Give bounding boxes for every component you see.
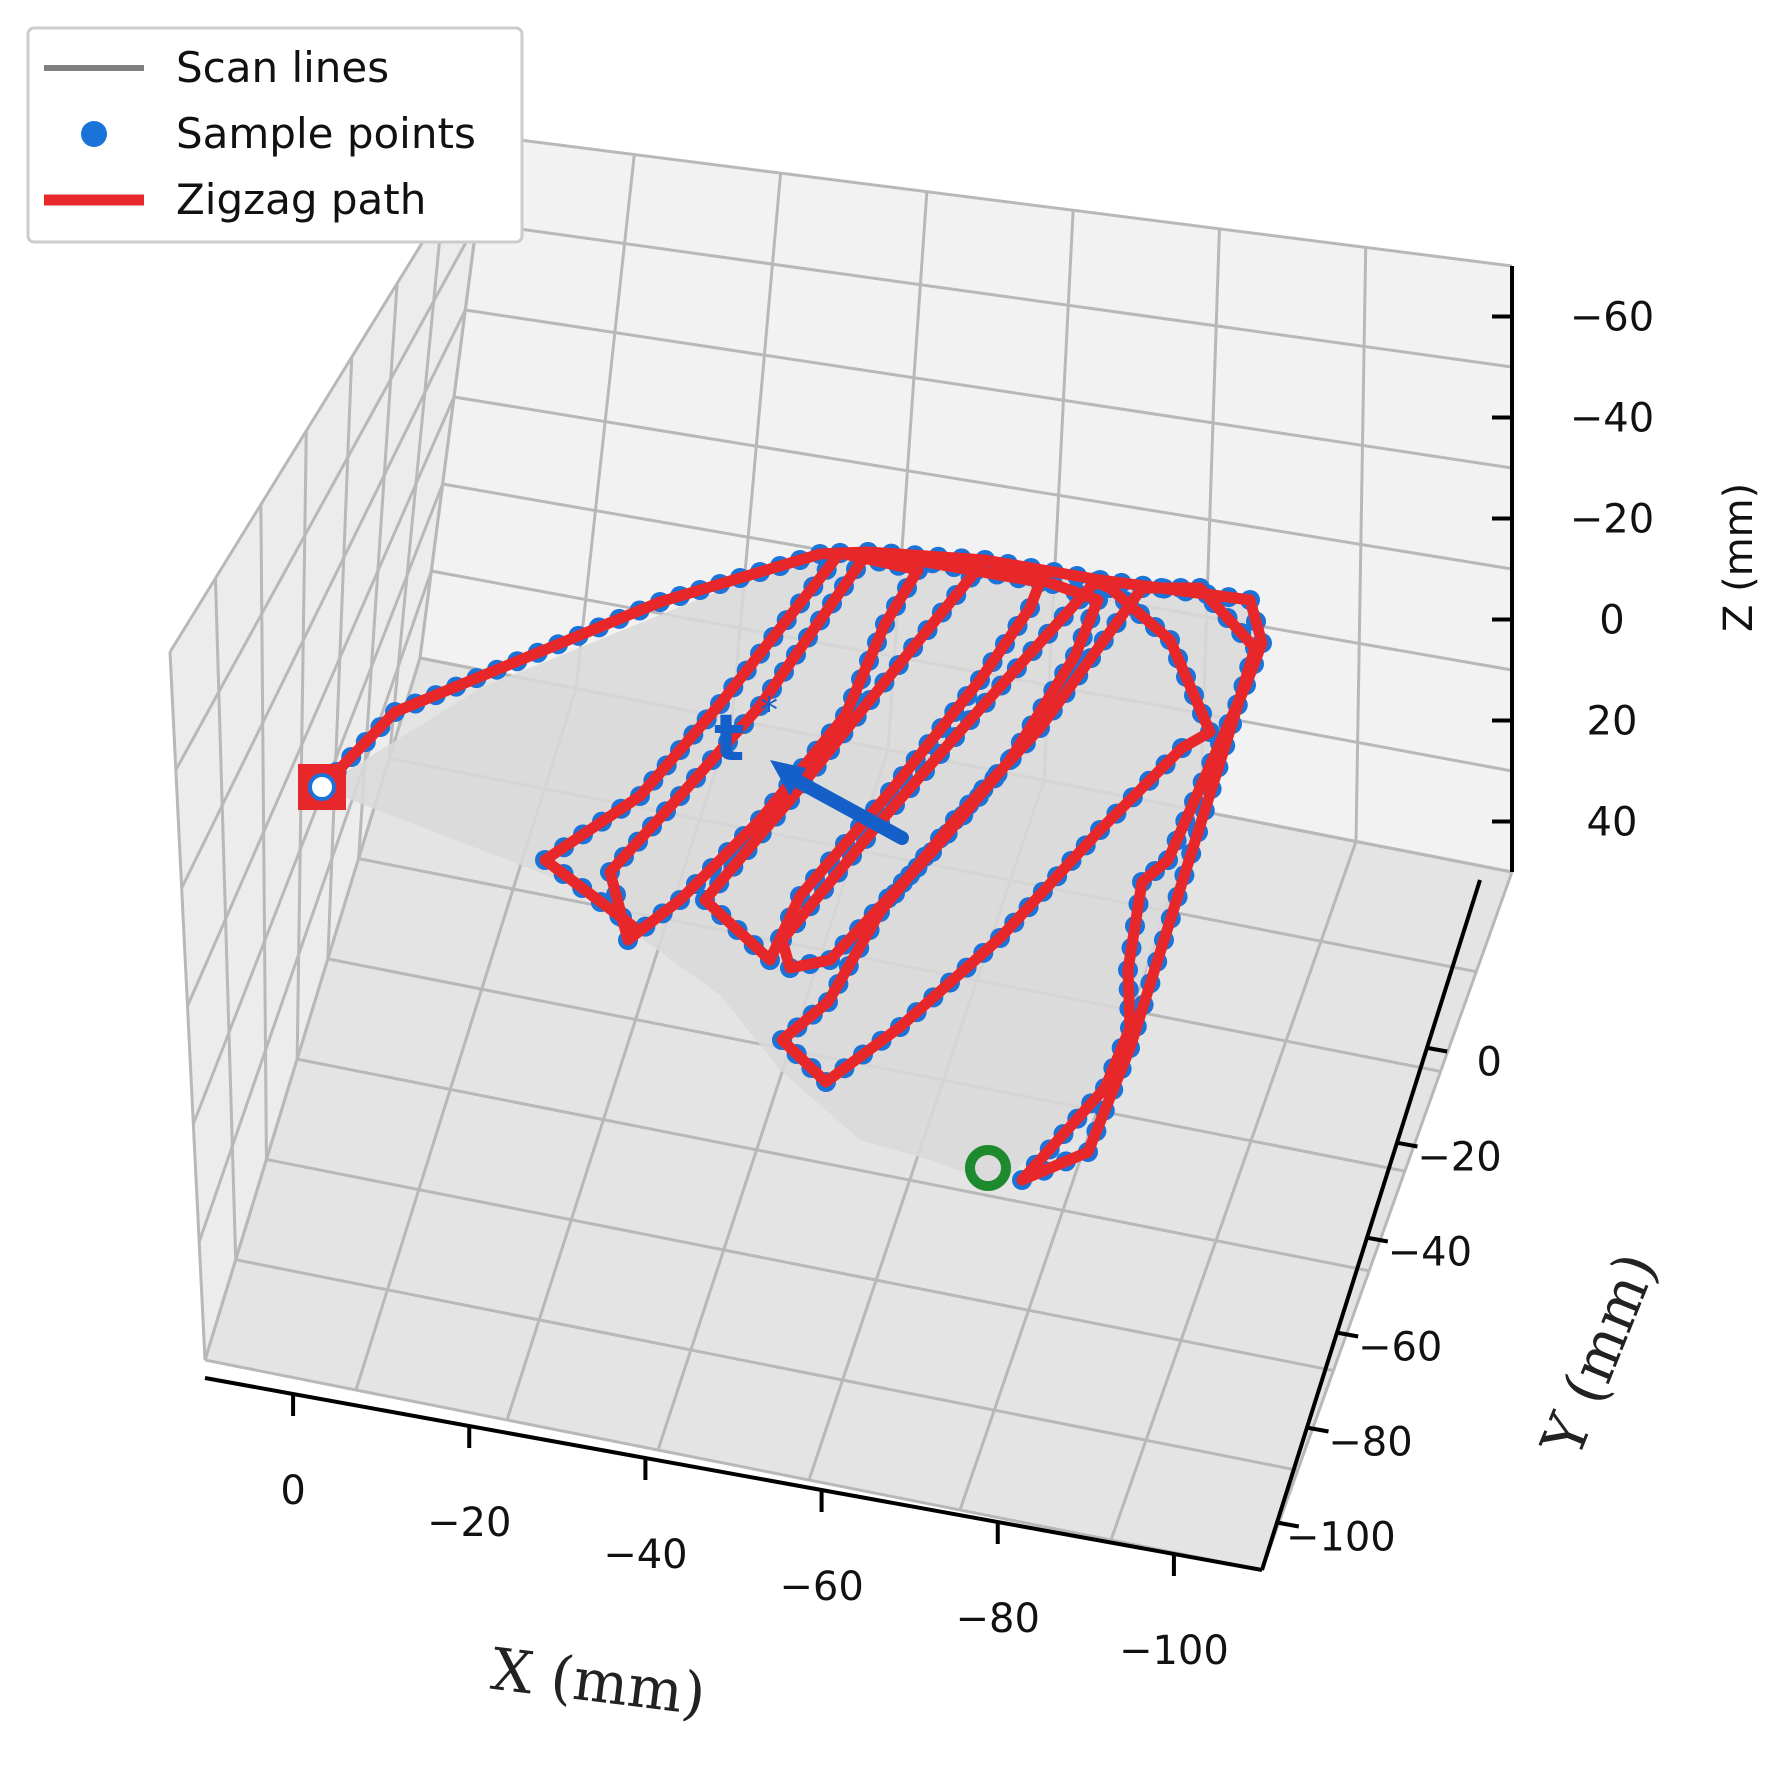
y-tick (1335, 1330, 1359, 1339)
z-ticks: −60 −40 −20 0 20 40 (1492, 295, 1654, 846)
zigzag-path (316, 546, 1268, 1186)
scan-surface (320, 550, 1262, 1185)
legend-box (26, 26, 524, 244)
y-ticks: 0 −20 −40 −60 −80 −100 (1276, 1040, 1502, 1561)
z-tick-label: 0 (1599, 598, 1624, 644)
grid-line (296, 1057, 1370, 1273)
y-tick-label: −60 (1358, 1325, 1442, 1371)
x-tick-label: −20 (427, 1500, 511, 1546)
end-marker (965, 1145, 1011, 1191)
grid-line (465, 308, 1513, 470)
x-axis-label: X (mm) (488, 1635, 710, 1729)
z-tick-label: −20 (1570, 497, 1654, 543)
annotation-t: t (714, 702, 745, 776)
grid-line (266, 1157, 1334, 1373)
x-tick-label: −100 (1119, 1628, 1229, 1674)
x-ticks: 0 −20 −40 −60 −80 −100 (280, 1394, 1229, 1674)
grid-line (180, 309, 467, 889)
grid-line (186, 396, 456, 1007)
legend-label-zigzag-path: Zigzag path (176, 175, 426, 224)
y-axis-label: Y (mm) (1528, 1243, 1671, 1466)
t-star-arrow (770, 760, 909, 845)
y-tick-label: 0 (1476, 1040, 1501, 1086)
legend-label-sample-points: Sample points (176, 109, 476, 158)
grid-line (1109, 840, 1358, 1541)
y-tick-label: −40 (1388, 1230, 1472, 1276)
y-tick-label: −80 (1328, 1420, 1412, 1466)
grid-line (1260, 871, 1514, 1571)
y-tick (1424, 1045, 1448, 1054)
z-tick-label: −40 (1570, 396, 1654, 442)
start-marker (298, 764, 346, 810)
grid-line (235, 1258, 1299, 1472)
grid-line (453, 395, 1513, 571)
y-tick-label: −20 (1417, 1135, 1501, 1181)
x-tick-label: −40 (603, 1532, 687, 1578)
y-tick-label: −100 (1286, 1515, 1396, 1561)
grid-line (204, 1358, 1263, 1572)
axis-lines (204, 266, 1514, 1572)
x-tick-label: −80 (956, 1596, 1040, 1642)
z-axis-label: Z (mm) (1716, 483, 1762, 632)
annotation-t-superscript: * (760, 690, 778, 731)
legend: Scan lines Sample points Zigzag path (26, 26, 524, 244)
grid-line (487, 134, 1513, 268)
x-axis-line (204, 1376, 1263, 1572)
y-tick (1306, 1425, 1329, 1434)
legend-swatch-sample-points (81, 121, 107, 147)
grid-line (174, 222, 478, 771)
x-tick-label: 0 (280, 1468, 305, 1514)
y-tick (1276, 1520, 1300, 1529)
pane-left (170, 136, 488, 1360)
z-tick-label: −60 (1570, 295, 1654, 341)
grid-line (476, 221, 1513, 369)
x-tick-label: −60 (779, 1564, 863, 1610)
legend-label-scan-lines: Scan lines (176, 43, 389, 92)
z-tick-label: 40 (1587, 800, 1638, 846)
y-tick (1365, 1235, 1389, 1244)
y-axis-line (1260, 879, 1482, 1571)
grid-line (197, 570, 433, 1243)
y-tick (1395, 1140, 1418, 1149)
z-tick-label: 20 (1587, 699, 1638, 745)
